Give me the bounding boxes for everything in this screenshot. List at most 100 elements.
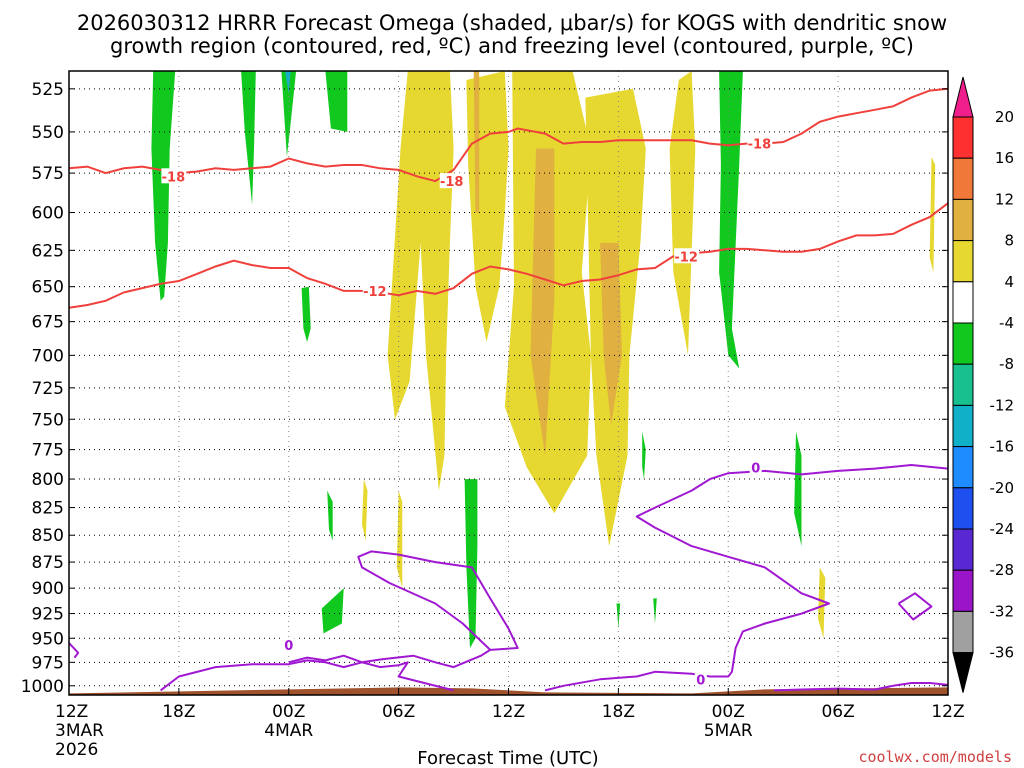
dgz-contour--12 [68,202,949,309]
colorbar-label: -24 [990,520,1015,538]
omega-region-14 [719,71,743,369]
omega-region-6 [387,71,454,491]
x-tick-label: 12Z [931,702,964,722]
contour-label-bg [747,135,773,151]
colorbar-swatch [952,404,974,448]
colorbar-label: 4 [1004,273,1014,291]
colorbar-swatch [952,528,974,571]
y-tick-label: 750 [32,410,64,430]
y-tick-label: 950 [32,629,64,649]
dgz-contour-label: -18 [748,138,772,153]
omega-region-0 [151,71,176,301]
omega-region-18 [321,588,344,634]
contour-label-bg [161,168,187,184]
colorbar-bottom-arrow [952,652,974,693]
y-tick-label: 600 [32,204,64,224]
colorbar-label: -36 [990,644,1015,662]
y-tick-label: 925 [32,605,64,625]
colorbar-label: -16 [990,438,1015,456]
y-tick-label: 675 [32,313,64,333]
x-tick-label: 06Z [821,702,854,722]
x-tick-year-label: 2026 [55,740,98,760]
colorbar-swatch [952,446,974,489]
colorbar-swatch [952,487,974,530]
colorbar-swatch [952,240,974,283]
omega-region-12 [600,242,622,426]
omega-region-1 [241,71,256,205]
colorbar-swatch [952,569,974,612]
y-tick-label: 550 [32,123,64,143]
colorbar-label: -4 [999,314,1014,332]
omega-region-17 [327,490,333,541]
y-tick-label: 775 [32,441,64,461]
y-tick-label: 700 [32,346,64,366]
y-tick-label: 725 [32,379,64,399]
colorbar-swatch [952,322,974,365]
colorbar-label: 12 [995,190,1014,208]
colorbar-label: -8 [999,355,1014,373]
y-tick-label: 525 [32,80,64,100]
x-tick-label: 00Z [712,702,745,722]
x-tick-date-label: 3MAR [55,721,104,741]
colorbar-swatch [952,116,974,159]
freezing-contour-label: 0 [284,639,293,654]
colorbar-label: -20 [990,479,1015,497]
omega-region-13 [669,71,696,356]
x-tick-label: 12Z [55,702,88,722]
contour-label-bg [282,637,295,653]
colorbar-label: 16 [995,149,1014,167]
colorbar-label: -32 [990,602,1015,620]
omega-region-22 [653,598,657,624]
omega-region-5 [301,286,311,342]
omega-region-16 [464,479,478,648]
omega-region-7 [466,71,509,342]
contour-label-bg [439,173,465,189]
credit-text: coolwx.com/models [858,748,1012,766]
x-tick-label: 12Z [492,702,525,722]
omega-region-2 [281,71,297,157]
y-tick-label: 825 [32,499,64,519]
colorbar-swatch [952,281,974,324]
freezing-contour-2 [288,550,519,669]
contour-label-bg [749,459,762,475]
contour-lines: -18 -18 -18 -12 -12 0 0 0 [68,87,949,692]
y-tick-label: 625 [32,241,64,261]
dgz-contour-label: -12 [674,250,698,265]
freezing-contour-3 [544,464,949,692]
x-tick-label: 06Z [382,702,415,722]
omega-region-24 [396,490,403,589]
freezing-contour-0 [68,642,80,659]
omega-region-10 [530,148,555,456]
x-tick-label: 00Z [272,702,305,722]
colorbar-swatch [952,198,974,242]
x-tick-label: 18Z [162,702,195,722]
omega-region-19 [642,431,646,480]
colorbar-swatch [952,363,974,406]
contour-label-bg [694,671,707,687]
y-tick-label: 650 [32,278,64,298]
contour-label-bg [362,282,388,298]
y-tick-label: 1000 [21,677,64,697]
y-tick-label: 800 [32,470,64,490]
y-tick-label: 575 [32,164,64,184]
chart-title-line1: 2026030312 HRRR Forecast Omega (shaded, … [77,11,947,35]
colorbar-label: 20 [995,108,1014,126]
omega-region-4 [325,71,348,132]
dgz-contour-label: -18 [162,170,186,185]
dgz-contour--18 [68,87,949,183]
colorbar-swatch [952,610,974,654]
y-tick-label: 900 [32,579,64,599]
colorbar: 20 16 12 8 4 -4 -8 -12 -16 -20 -24 -28 -32 -36 [952,76,1015,693]
x-tick-date-label: 4MAR [264,721,313,741]
x-tick-date-label: 5MAR [704,721,753,741]
colorbar-swatch [952,157,974,200]
colorbar-label: 8 [1004,232,1014,250]
freezing-contour-label: 0 [696,673,705,688]
freezing-contour-1 [159,659,454,692]
freezing-contour-5 [897,592,933,621]
y-tick-label: 850 [32,526,64,546]
dgz-contour-label: -18 [440,175,464,190]
dgz-contour-label: -12 [363,285,387,300]
